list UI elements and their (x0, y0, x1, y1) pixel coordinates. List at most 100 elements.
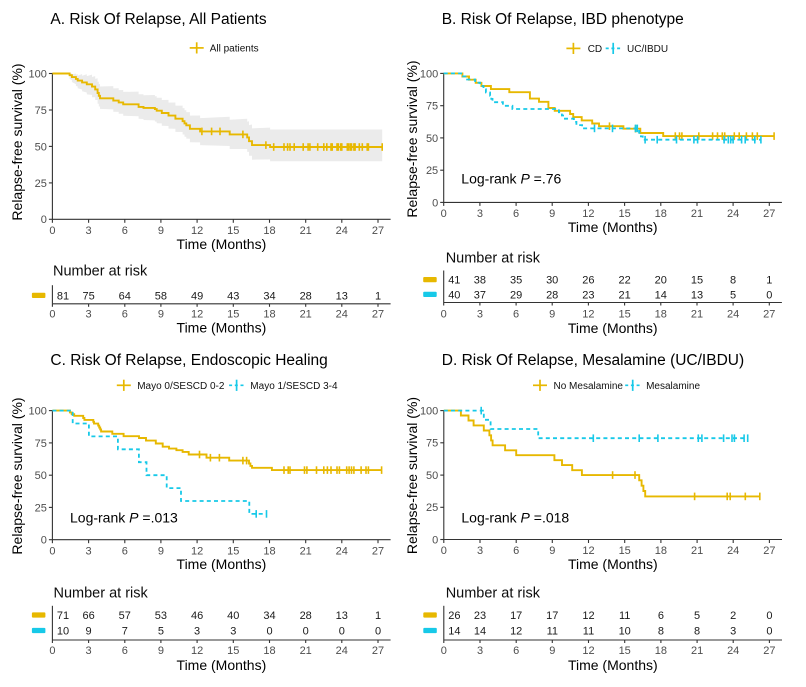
svg-text:28: 28 (546, 289, 558, 301)
svg-text:9: 9 (549, 308, 555, 320)
svg-text:41: 41 (448, 275, 460, 287)
svg-text:UC/IBDU: UC/IBDU (627, 44, 668, 55)
svg-text:0: 0 (441, 545, 447, 557)
svg-text:8: 8 (694, 625, 700, 637)
svg-text:7: 7 (122, 625, 128, 637)
svg-text:5: 5 (158, 625, 164, 637)
svg-text:9: 9 (549, 545, 555, 557)
svg-text:12: 12 (191, 645, 203, 657)
svg-text:34: 34 (263, 290, 275, 302)
svg-text:15: 15 (227, 308, 239, 320)
svg-text:15: 15 (691, 275, 703, 287)
svg-text:21: 21 (691, 308, 703, 320)
svg-text:6: 6 (122, 308, 128, 320)
svg-text:0: 0 (432, 197, 438, 209)
svg-text:6: 6 (122, 225, 128, 237)
svg-text:24: 24 (336, 225, 348, 237)
svg-text:6: 6 (513, 545, 519, 557)
svg-text:25: 25 (35, 502, 47, 514)
svg-text:46: 46 (191, 610, 203, 622)
svg-text:43: 43 (227, 290, 239, 302)
svg-text:75: 75 (426, 438, 438, 450)
svg-text:0: 0 (266, 625, 272, 637)
svg-text:10: 10 (619, 625, 631, 637)
svg-text:6: 6 (122, 545, 128, 557)
svg-text:0: 0 (766, 289, 772, 301)
svg-text:27: 27 (372, 645, 384, 657)
svg-text:30: 30 (546, 275, 558, 287)
svg-text:Time (Months): Time (Months) (177, 236, 267, 252)
svg-text:0: 0 (41, 535, 47, 547)
svg-text:All patients: All patients (210, 44, 259, 55)
svg-text:Time (Months): Time (Months) (568, 219, 658, 235)
svg-text:6: 6 (513, 645, 519, 657)
svg-text:75: 75 (426, 101, 438, 113)
svg-text:21: 21 (300, 225, 312, 237)
svg-text:5: 5 (730, 289, 736, 301)
svg-text:50: 50 (426, 133, 438, 145)
svg-text:24: 24 (727, 208, 739, 220)
svg-text:17: 17 (510, 610, 522, 622)
svg-text:12: 12 (582, 545, 594, 557)
svg-text:Number at risk: Number at risk (53, 264, 148, 280)
svg-text:34: 34 (263, 610, 275, 622)
svg-text:Log-rank P =.018: Log-rank P =.018 (461, 509, 569, 525)
svg-text:18: 18 (263, 545, 275, 557)
svg-text:18: 18 (655, 645, 667, 657)
svg-text:14: 14 (474, 625, 486, 637)
svg-text:0: 0 (303, 625, 309, 637)
svg-text:11: 11 (547, 625, 558, 637)
svg-text:27: 27 (763, 208, 775, 220)
svg-text:24: 24 (336, 308, 348, 320)
svg-text:23: 23 (474, 610, 486, 622)
svg-text:3: 3 (86, 308, 92, 320)
svg-text:3: 3 (86, 645, 92, 657)
svg-text:6: 6 (122, 645, 128, 657)
svg-text:23: 23 (582, 289, 594, 301)
svg-text:15: 15 (227, 645, 239, 657)
svg-text:53: 53 (155, 610, 167, 622)
svg-text:27: 27 (372, 308, 384, 320)
svg-text:6: 6 (513, 308, 519, 320)
svg-text:2: 2 (730, 610, 736, 622)
svg-text:13: 13 (336, 610, 348, 622)
svg-text:13: 13 (691, 289, 703, 301)
svg-text:6: 6 (658, 610, 664, 622)
svg-text:No Mesalamine: No Mesalamine (554, 381, 624, 392)
svg-text:21: 21 (300, 645, 312, 657)
svg-text:49: 49 (191, 290, 203, 302)
svg-text:26: 26 (582, 275, 594, 287)
svg-text:Number at risk: Number at risk (54, 586, 149, 602)
svg-text:9: 9 (158, 225, 164, 237)
svg-text:9: 9 (158, 308, 164, 320)
svg-text:9: 9 (86, 625, 92, 637)
svg-text:100: 100 (29, 406, 47, 418)
svg-text:Log-rank P =.76: Log-rank P =.76 (461, 171, 561, 187)
svg-text:28: 28 (300, 290, 312, 302)
svg-text:Relapse-free survival (%): Relapse-free survival (%) (404, 60, 420, 217)
svg-text:14: 14 (655, 289, 667, 301)
svg-text:11: 11 (619, 610, 630, 622)
svg-text:18: 18 (263, 308, 275, 320)
svg-text:Time (Months): Time (Months) (568, 657, 658, 673)
svg-text:9: 9 (158, 545, 164, 557)
svg-text:1: 1 (375, 290, 381, 302)
svg-text:Mayo 0/SESCD 0-2: Mayo 0/SESCD 0-2 (137, 381, 225, 392)
svg-text:18: 18 (263, 225, 275, 237)
svg-text:50: 50 (35, 141, 47, 153)
svg-text:37: 37 (474, 289, 486, 301)
svg-text:15: 15 (619, 545, 631, 557)
svg-text:58: 58 (155, 290, 167, 302)
svg-text:3: 3 (477, 308, 483, 320)
svg-text:0: 0 (441, 308, 447, 320)
svg-text:50: 50 (426, 470, 438, 482)
svg-text:Time (Months): Time (Months) (568, 556, 658, 572)
svg-text:21: 21 (300, 308, 312, 320)
svg-text:Relapse-free survival (%): Relapse-free survival (%) (9, 397, 25, 554)
svg-text:3: 3 (730, 625, 736, 637)
svg-text:15: 15 (227, 545, 239, 557)
svg-text:0: 0 (41, 214, 47, 226)
svg-text:21: 21 (618, 289, 630, 301)
svg-text:75: 75 (35, 105, 47, 117)
svg-text:38: 38 (474, 275, 486, 287)
